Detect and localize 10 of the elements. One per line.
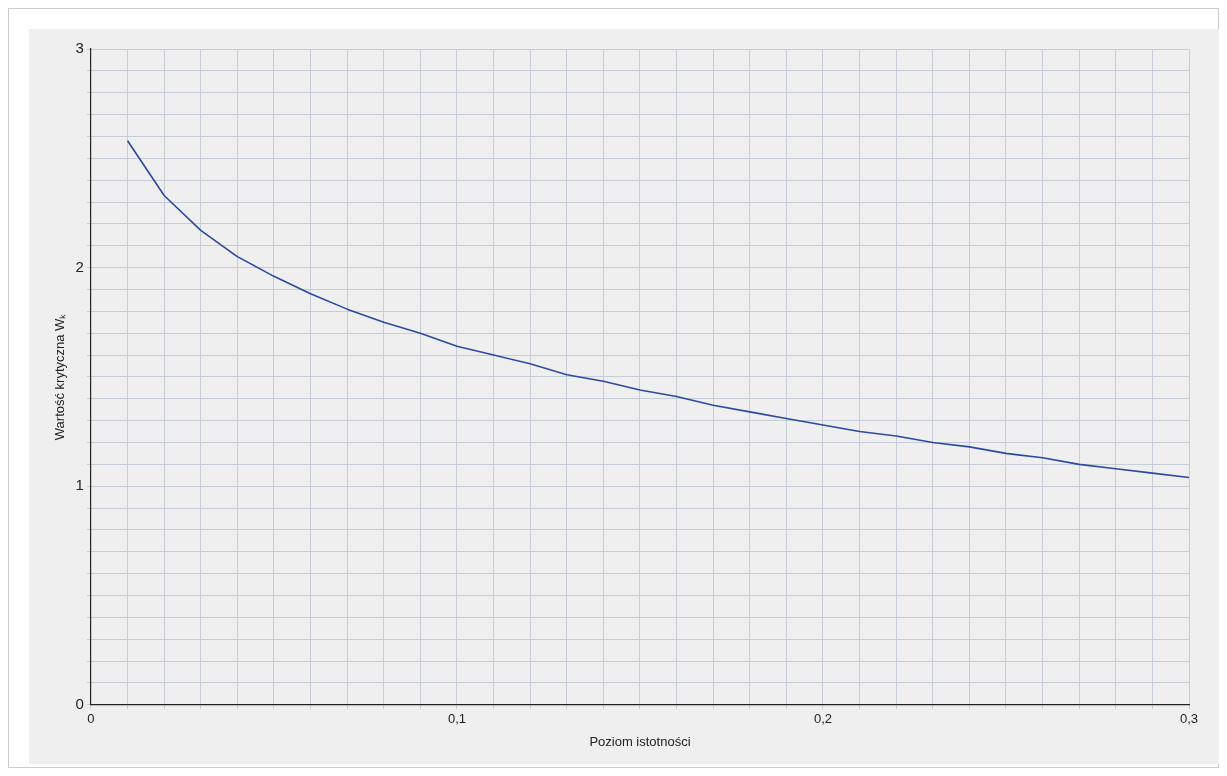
y-axis-title: Wartość krytyczna Wₖ — [52, 313, 68, 441]
x-tick-label: 0,2 — [813, 711, 833, 727]
x-axis-title: Poziom istotności — [589, 733, 691, 749]
x-tick-label: 0 — [87, 711, 95, 727]
y-tick-label: 2 — [75, 257, 84, 275]
y-tick-label: 1 — [75, 476, 84, 494]
y-tick-label: 0 — [75, 694, 84, 712]
y-tick-label: 3 — [75, 39, 84, 57]
x-tick-label: 0,3 — [1179, 711, 1199, 727]
x-tick-label: 0,1 — [447, 711, 466, 727]
